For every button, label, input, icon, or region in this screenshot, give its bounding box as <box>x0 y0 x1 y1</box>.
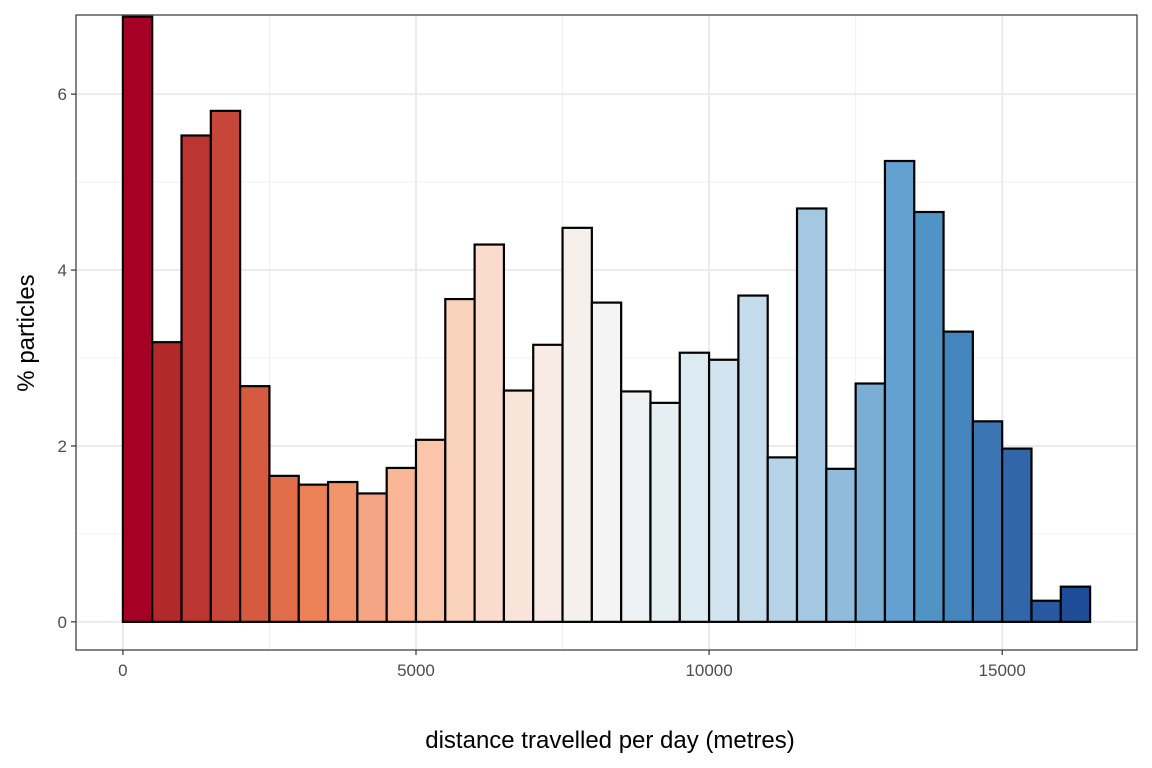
y-tick-label: 0 <box>58 613 67 632</box>
histogram-bar <box>678 351 711 623</box>
histogram-bar <box>151 341 183 623</box>
histogram-bar <box>707 358 740 623</box>
y-axis-title: % particles <box>13 274 40 391</box>
histogram-bar <box>825 467 857 623</box>
histogram-bar <box>942 330 974 623</box>
histogram-bar <box>297 483 330 623</box>
histogram-bar <box>121 15 154 623</box>
x-tick-label: 0 <box>118 661 127 680</box>
histogram-bar <box>473 243 506 623</box>
histogram-bar <box>1001 447 1033 623</box>
x-tick-label: 15000 <box>979 661 1026 680</box>
histogram-bar <box>561 226 593 623</box>
panel-border <box>75 14 1138 651</box>
histogram-bar <box>326 480 359 623</box>
x-tick-label: 5000 <box>397 661 435 680</box>
histogram-bar <box>737 294 769 623</box>
y-tick-label: 6 <box>58 85 67 104</box>
histogram-bar <box>239 385 271 623</box>
histogram-bar <box>502 389 535 623</box>
histogram-bar <box>620 390 652 623</box>
histogram-bar <box>532 343 564 623</box>
histogram-bar <box>268 474 300 623</box>
histogram-bar <box>854 382 887 623</box>
histogram-bar <box>1059 585 1092 623</box>
x-tick-label: 10000 <box>685 661 732 680</box>
histogram-bar <box>766 456 799 623</box>
histogram-bar <box>795 207 828 623</box>
histogram-bar <box>180 134 212 623</box>
y-axis-ticks: 0 2 4 6 <box>58 85 76 632</box>
histogram-bar <box>209 109 242 623</box>
histogram-bar <box>356 492 388 623</box>
histogram-bar <box>414 438 447 623</box>
histogram-bar <box>444 297 476 623</box>
x-axis-title: distance travelled per day (metres) <box>425 727 795 754</box>
histogram-bar <box>590 301 623 623</box>
y-tick-label: 2 <box>58 437 67 456</box>
histogram-bar <box>385 466 418 623</box>
histogram-bars <box>121 15 1092 623</box>
histogram-bar <box>1030 599 1062 623</box>
histogram-bar <box>913 210 945 623</box>
x-axis-ticks: 0 5000 10000 15000 <box>118 650 1026 680</box>
histogram-bar <box>649 401 681 623</box>
histogram-bar <box>971 420 1004 623</box>
y-tick-label: 4 <box>58 261 67 280</box>
histogram-bar <box>883 159 916 623</box>
